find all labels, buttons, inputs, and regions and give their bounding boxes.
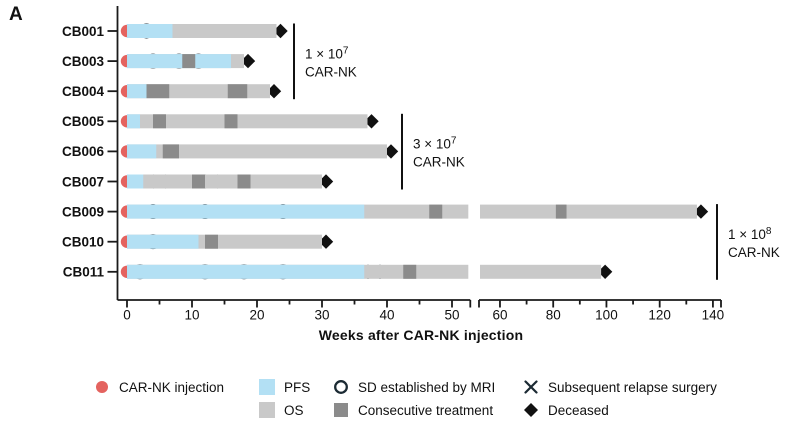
os-bar <box>480 264 602 279</box>
x-tick-label: 0 <box>123 308 131 323</box>
deceased-diamond-marker <box>318 234 334 249</box>
dose-group-3: 1 × 108 CAR-NK <box>716 204 780 280</box>
x-tick-label: 140 <box>702 308 725 323</box>
deceased-diamond-icon <box>522 401 540 419</box>
treatment-swatch-icon <box>332 401 350 419</box>
x-tick-label: 100 <box>595 308 618 323</box>
x-axis-title: Weeks after CAR-NK injection <box>318 327 524 343</box>
patient-id-label: CB009 <box>62 204 104 219</box>
deceased-diamond-marker <box>318 174 334 189</box>
patient-id-label: CB006 <box>62 144 105 159</box>
legend-item-relapse: Subsequent relapse surgery <box>522 377 717 397</box>
pfs-bar <box>127 264 365 279</box>
patient-id-label: CB001 <box>62 24 105 39</box>
axes: 0 10 20 30 40 50 60 80 100 120 140 <box>116 6 725 323</box>
pfs-bar <box>127 114 140 129</box>
consecutive-treatment-bar <box>162 144 179 159</box>
consecutive-treatment-bar <box>192 174 205 189</box>
sd-circle-icon <box>332 378 350 396</box>
group-dose-label: 3 × 107 <box>413 136 457 152</box>
legend-label: CAR-NK injection <box>119 379 225 395</box>
x-tick-label: 20 <box>249 308 264 323</box>
consecutive-treatment-bar <box>146 84 170 99</box>
legend-item-pfs: PFS <box>258 377 310 397</box>
deceased-diamond-marker <box>266 84 282 99</box>
group-dose-label: 1 × 107 <box>305 45 349 61</box>
group-dose-label-line2: CAR-NK <box>305 64 357 79</box>
os-swatch-icon <box>258 401 276 419</box>
group-dose-label-line2: CAR-NK <box>728 245 780 260</box>
x-tick-label: 80 <box>546 308 561 323</box>
injection-dot-icon <box>93 378 111 396</box>
consecutive-treatment-bar <box>227 84 248 99</box>
pfs-bar <box>127 204 365 219</box>
relapse-x-icon <box>522 378 540 396</box>
x-tick-label: 10 <box>184 308 199 323</box>
legend-label: PFS <box>284 379 311 395</box>
patient-id-label: CB010 <box>62 235 104 250</box>
deceased-diamond-marker <box>240 53 256 69</box>
patient-id-label: CB004 <box>62 84 105 99</box>
dose-group-2: 3 × 107 CAR-NK <box>401 113 465 190</box>
consecutive-treatment-bar <box>153 114 166 129</box>
legend-label: Subsequent relapse surgery <box>548 379 717 395</box>
pfs-bar <box>127 24 173 38</box>
pfs-bar <box>127 144 157 159</box>
pfs-bar <box>127 234 199 249</box>
consecutive-treatment-bar <box>182 54 196 69</box>
consecutive-treatment-bar <box>237 174 251 189</box>
pfs-swatch-icon <box>258 378 276 396</box>
deceased-diamond-marker <box>597 264 613 279</box>
consecutive-treatment-bar <box>205 234 218 249</box>
patient-id-label: CB003 <box>62 54 105 69</box>
x-tick-label: 120 <box>648 308 671 323</box>
x-tick-label: 30 <box>314 308 329 323</box>
pfs-bar <box>127 84 147 99</box>
x-tick-label: 60 <box>492 308 507 323</box>
legend-item-deceased: Deceased <box>522 400 609 420</box>
patient-id-label: CB007 <box>62 174 104 189</box>
os-bar <box>127 174 322 189</box>
consecutive-treatment-bar <box>555 204 567 219</box>
group-dose-label: 1 × 108 <box>728 226 772 242</box>
legend-item-os: OS <box>258 400 304 420</box>
pfs-bar <box>127 54 231 69</box>
deceased-diamond-marker <box>273 23 288 39</box>
x-tick-label: 40 <box>379 308 394 323</box>
patient-id-label: CB005 <box>62 114 105 129</box>
consecutive-treatment-bar <box>403 264 417 279</box>
patient-id-label: CB011 <box>63 265 105 280</box>
legend-item-sd: SD established by MRI <box>332 377 495 397</box>
group-dose-label-line2: CAR-NK <box>413 155 465 170</box>
legend-item-injection: CAR-NK injection <box>93 377 224 397</box>
consecutive-treatment-bar <box>224 114 238 129</box>
dose-group-1: 1 × 107 CAR-NK <box>293 23 357 100</box>
legend-label: Consecutive treatment <box>358 402 494 418</box>
legend-item-treatment: Consecutive treatment <box>332 400 493 420</box>
legend-label: OS <box>284 402 304 418</box>
swimmer-plot-svg: CB001 CB003 CB004 CB005 CB006 CB007 CB009 CB010… <box>62 6 780 323</box>
deceased-diamond-marker <box>693 204 709 219</box>
panel-label: A <box>9 4 23 25</box>
deceased-diamond-marker <box>383 144 399 159</box>
deceased-diamond-marker <box>364 114 379 129</box>
x-tick-label: 50 <box>444 308 459 323</box>
legend-label: SD established by MRI <box>358 379 496 395</box>
legend-label: Deceased <box>548 402 609 418</box>
consecutive-treatment-bar <box>429 204 443 219</box>
pfs-bar <box>127 174 144 189</box>
os-bar <box>127 114 368 129</box>
os-bar <box>480 204 697 219</box>
os-bar <box>127 144 387 159</box>
